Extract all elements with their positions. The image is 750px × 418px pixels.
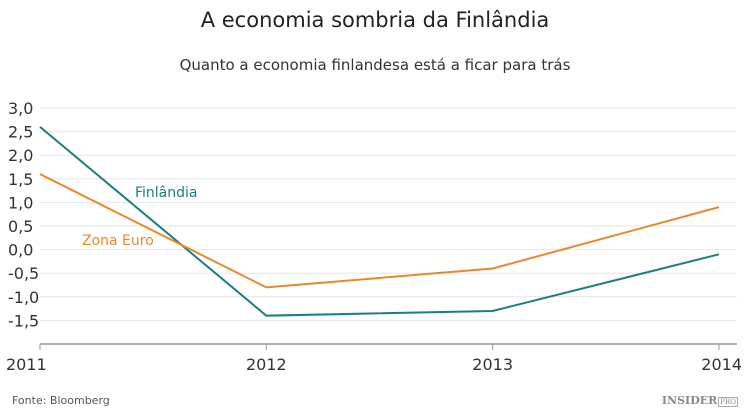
- y-tick-label: 2,5: [8, 123, 33, 142]
- y-tick-label: 2,0: [8, 146, 33, 165]
- x-tick-label: 2011: [6, 355, 47, 374]
- series-label: Finlândia: [135, 185, 198, 201]
- source-note: Fonte: Bloomberg: [12, 394, 110, 407]
- y-tick-label: 1,0: [8, 193, 33, 212]
- chart-subtitle: Quanto a economia finlandesa está a fica…: [179, 56, 571, 74]
- series-label: Zona Euro: [82, 233, 154, 249]
- y-tick-label: 0,0: [8, 241, 33, 260]
- y-tick-label: -1,0: [8, 288, 39, 307]
- y-tick-label: -1,5: [8, 311, 39, 330]
- chart-title: A economia sombria da Finlândia: [200, 8, 550, 32]
- series-line-zona-euro: [39, 173, 720, 289]
- y-tick-label: 3,0: [8, 99, 33, 118]
- y-tick-label: 0,5: [8, 217, 33, 236]
- x-tick-label: 2012: [246, 355, 287, 374]
- x-tick-label: 2013: [472, 355, 513, 374]
- y-tick-label: -0,5: [8, 264, 39, 283]
- insider-pro-logo: INSIDER PRO: [661, 394, 738, 407]
- y-tick-label: 1,5: [8, 170, 33, 189]
- series-line-finlândia: [39, 126, 720, 317]
- x-tick-label: 2014: [701, 355, 742, 374]
